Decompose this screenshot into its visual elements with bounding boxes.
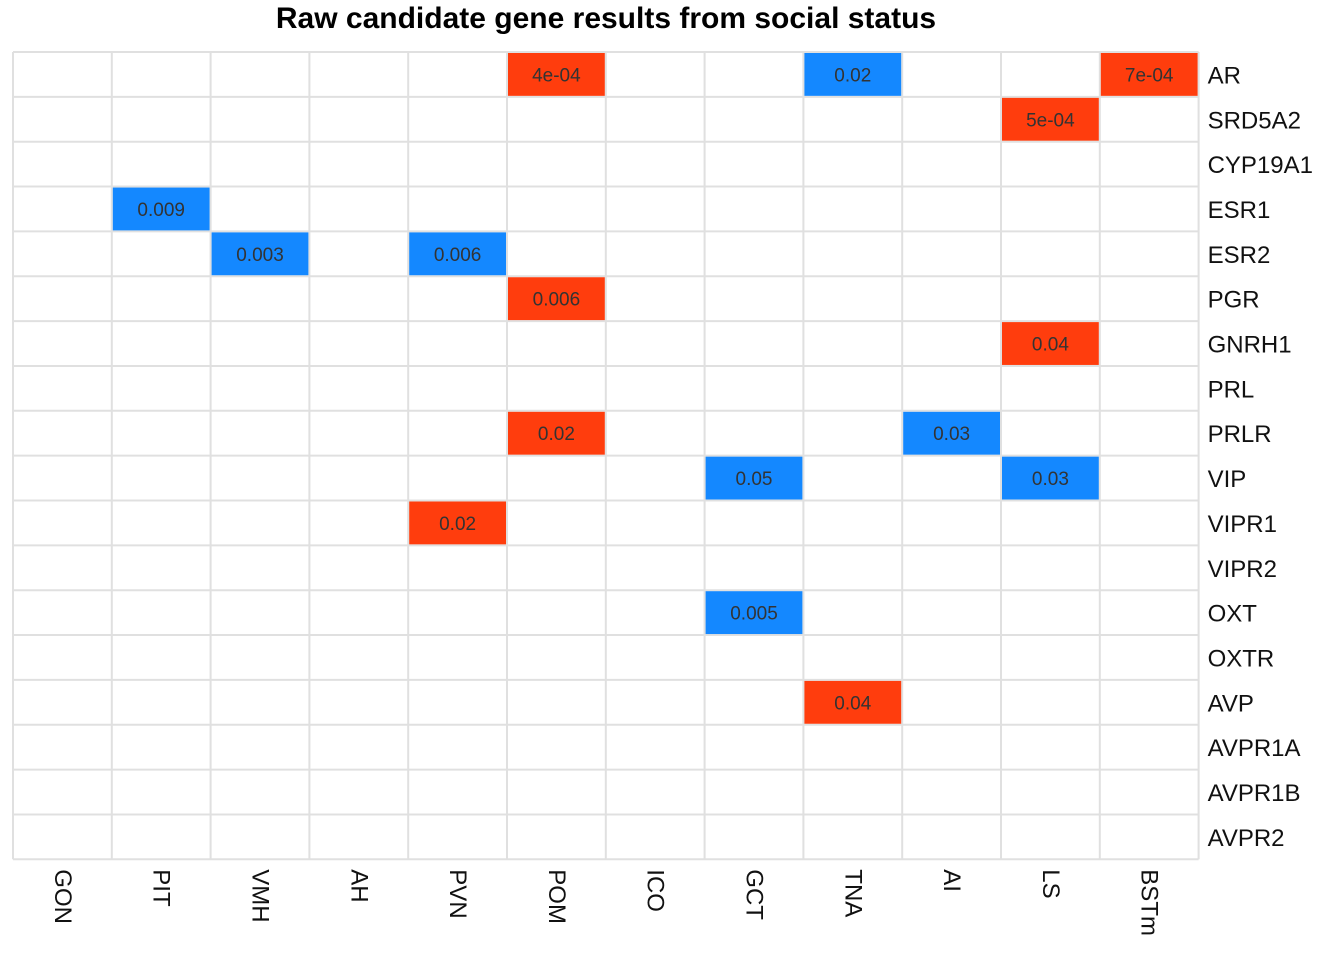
row-label: VIP — [1208, 466, 1247, 493]
heatmap-cell — [508, 53, 605, 96]
heatmap-cell — [804, 53, 902, 96]
row-label: GNRH1 — [1208, 332, 1292, 359]
cell-value-label: 0.04 — [1032, 335, 1069, 356]
cell-value-label: 0.006 — [533, 290, 581, 311]
cell-value-label: 0.02 — [834, 65, 871, 86]
cell-value-label: 0.04 — [834, 693, 871, 714]
row-label: AVPR1B — [1208, 780, 1301, 807]
heatmap-cell — [409, 501, 506, 545]
heatmap-cell — [211, 232, 309, 276]
heatmap-cell — [705, 456, 803, 500]
heatmap-cell — [1002, 322, 1099, 365]
column-label: POM — [543, 869, 570, 924]
heatmap-cell — [705, 591, 803, 635]
row-label: PRLR — [1208, 421, 1272, 448]
column-labels: GON PIT VMH AH PVN POM ICO GCT TNA AI LS BSTm — [49, 869, 1163, 936]
cell-value-label: 4e-04 — [532, 65, 581, 86]
column-label: VMH — [247, 869, 274, 922]
row-label: OXT — [1208, 601, 1258, 628]
column-label: AI — [938, 869, 965, 892]
row-label: AVP — [1208, 690, 1254, 717]
cell-value-label: 7e-04 — [1125, 65, 1174, 86]
row-label: AVPR2 — [1208, 825, 1285, 852]
row-label: VIPR1 — [1208, 511, 1277, 538]
column-label: PVN — [444, 869, 471, 918]
row-label: PGR — [1208, 287, 1260, 314]
chart-title: Raw candidate gene results from social s… — [275, 2, 937, 35]
cell-layer: 4e-04 0.02 7e-04 5e-04 0.009 0.003 0.006 0.006 0… — [112, 53, 1198, 724]
cell-value-label: 0.03 — [933, 424, 970, 445]
cell-value-label: 0.005 — [730, 604, 778, 625]
column-label: AH — [345, 869, 372, 902]
row-label: ESR1 — [1208, 197, 1271, 224]
cell-value-label: 0.006 — [434, 245, 482, 266]
heatmap-cell — [1100, 53, 1198, 96]
heatmap-cell — [508, 277, 605, 321]
column-label: ICO — [642, 869, 669, 912]
heatmap-cell — [903, 411, 1000, 455]
cell-value-label: 0.003 — [236, 245, 284, 266]
column-label: PIT — [148, 869, 175, 907]
row-label: VIPR2 — [1208, 556, 1277, 583]
cell-value-label: 0.05 — [736, 469, 773, 490]
heatmap-cell — [112, 187, 210, 231]
column-label: GCT — [741, 869, 768, 920]
grid-layer — [12, 51, 1200, 861]
cell-value-label: 5e-04 — [1026, 110, 1075, 131]
cell-value-label: 0.02 — [538, 424, 575, 445]
row-label: SRD5A2 — [1208, 107, 1301, 134]
column-label: BSTm — [1136, 869, 1163, 936]
row-label: AR — [1208, 62, 1241, 89]
column-label: TNA — [839, 869, 866, 917]
heatmap-cell — [409, 232, 506, 276]
heatmap-cell — [1002, 97, 1099, 141]
cell-value-label: 0.02 — [439, 514, 476, 535]
heatmap-cell — [1002, 456, 1099, 500]
heatmap-cell — [804, 680, 902, 724]
column-label: LS — [1037, 869, 1064, 898]
row-label: ESR2 — [1208, 242, 1271, 269]
row-labels: AR SRD5A2 CYP19A1 ESR1 ESR2 PGR GNRH1 PRL PRLR VI… — [1208, 62, 1313, 851]
cell-value-label: 0.03 — [1032, 469, 1069, 490]
column-label: GON — [49, 869, 76, 924]
heatmap-cell — [508, 411, 605, 455]
cell-value-label: 0.009 — [137, 200, 185, 221]
row-label: AVPR1A — [1208, 735, 1301, 762]
row-label: PRL — [1208, 376, 1255, 403]
row-label: OXTR — [1208, 645, 1275, 672]
row-label: CYP19A1 — [1208, 152, 1313, 179]
